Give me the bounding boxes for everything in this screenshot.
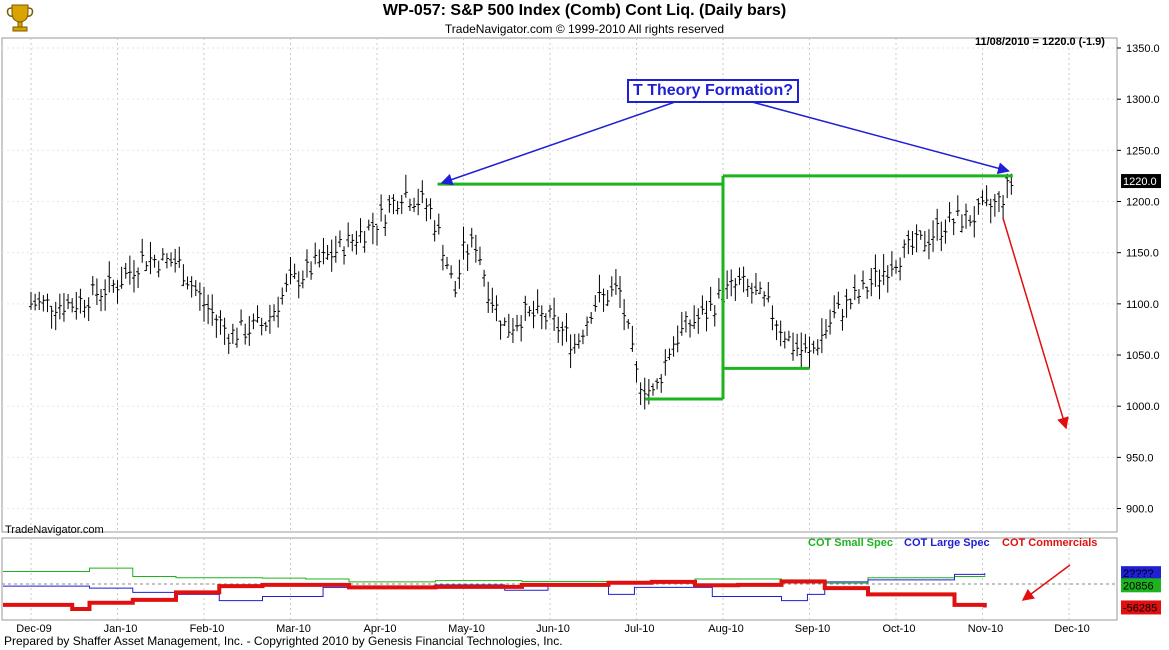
month-tick-label: Mar-10 bbox=[276, 623, 311, 635]
month-tick-label: Jun-10 bbox=[536, 623, 570, 635]
price-tick-label: 1100.0 bbox=[1126, 299, 1159, 311]
cot-value-box bbox=[1121, 600, 1161, 615]
legend-commercials: COT Commercials bbox=[1002, 537, 1098, 549]
month-tick-label: Aug-10 bbox=[708, 623, 743, 635]
price-tick-label: 1050.0 bbox=[1126, 350, 1160, 362]
month-tick-label: Feb-10 bbox=[190, 623, 225, 635]
cot-value-label: 2???? bbox=[1123, 568, 1154, 580]
cot-panel: 2????20856 -56285 bbox=[3, 566, 1161, 615]
price-bars bbox=[29, 173, 1014, 410]
chart-subtitle: TradeNavigator.com © 1999-2010 All right… bbox=[444, 22, 725, 36]
price-tick-label: 950.0 bbox=[1126, 452, 1154, 464]
price-panel-frame bbox=[1, 37, 1118, 533]
month-tick-label: Jan-10 bbox=[104, 623, 138, 635]
month-tick-label: May-10 bbox=[448, 623, 485, 635]
month-tick-label: Sep-10 bbox=[795, 623, 830, 635]
cot-value-label: -56285 bbox=[1123, 602, 1157, 614]
cot-value-box bbox=[1121, 566, 1161, 581]
month-tick-label: Apr-10 bbox=[363, 623, 396, 635]
cot-value-box bbox=[1121, 578, 1161, 593]
month-tick-label: Oct-10 bbox=[882, 623, 915, 635]
watermark-label: TradeNavigator.com bbox=[5, 524, 104, 536]
month-tick-label: Dec-09 bbox=[16, 623, 51, 635]
month-tick-label: Dec-10 bbox=[1054, 623, 1089, 635]
t-theory-annotation: T Theory Formation? bbox=[627, 79, 799, 103]
footer-copyright: Prepared by Shaffer Asset Management, In… bbox=[4, 634, 563, 648]
cot-series-line bbox=[3, 579, 987, 611]
price-tick-label: 1200.0 bbox=[1126, 197, 1160, 209]
price-tick-label: 900.0 bbox=[1126, 504, 1154, 516]
price-tick-label: 1300.0 bbox=[1126, 94, 1160, 106]
legend-large-spec: COT Large Spec bbox=[904, 537, 990, 549]
blue-arrow-right bbox=[751, 101, 1010, 175]
red-projection-arrow bbox=[1002, 217, 1069, 430]
red-cot-arrow bbox=[1021, 564, 1071, 601]
price-axis: 1350.0 1300.0 1250.0 1200.0 1150.0 1100.0 1050… bbox=[1117, 43, 1161, 516]
cot-value-label: 20856 bbox=[1123, 580, 1154, 592]
blue-arrow-left bbox=[440, 101, 676, 186]
price-tick-label: 1350.0 bbox=[1126, 43, 1160, 55]
grid-lines bbox=[1, 37, 1118, 621]
last-quote: 11/08/2010 = 1220.0 (-1.9) bbox=[975, 36, 1105, 48]
last-price-box bbox=[1121, 174, 1161, 189]
last-price-label: 1220.0 bbox=[1123, 176, 1157, 188]
trophy-icon bbox=[6, 3, 34, 33]
cot-panel-frame bbox=[1, 537, 1118, 621]
month-tick-label: Nov-10 bbox=[968, 623, 1003, 635]
t-theory-lines bbox=[437, 174, 1013, 401]
chart-title: WP-057: S&P 500 Index (Comb) Cont Liq. (… bbox=[382, 2, 787, 19]
cot-series-line bbox=[3, 567, 986, 584]
month-tick-label: Jul-10 bbox=[625, 623, 655, 635]
price-tick-label: 1250.0 bbox=[1126, 145, 1160, 157]
price-tick-label: 1150.0 bbox=[1126, 248, 1159, 260]
price-tick-label: 1000.0 bbox=[1126, 401, 1160, 413]
month-axis: Dec-09 Jan-10 Feb-10 Mar-10 Apr-10 May-10 Jun-… bbox=[16, 623, 1089, 635]
annotation-arrows bbox=[440, 101, 1071, 601]
legend-small-spec: COT Small Spec bbox=[808, 537, 893, 549]
